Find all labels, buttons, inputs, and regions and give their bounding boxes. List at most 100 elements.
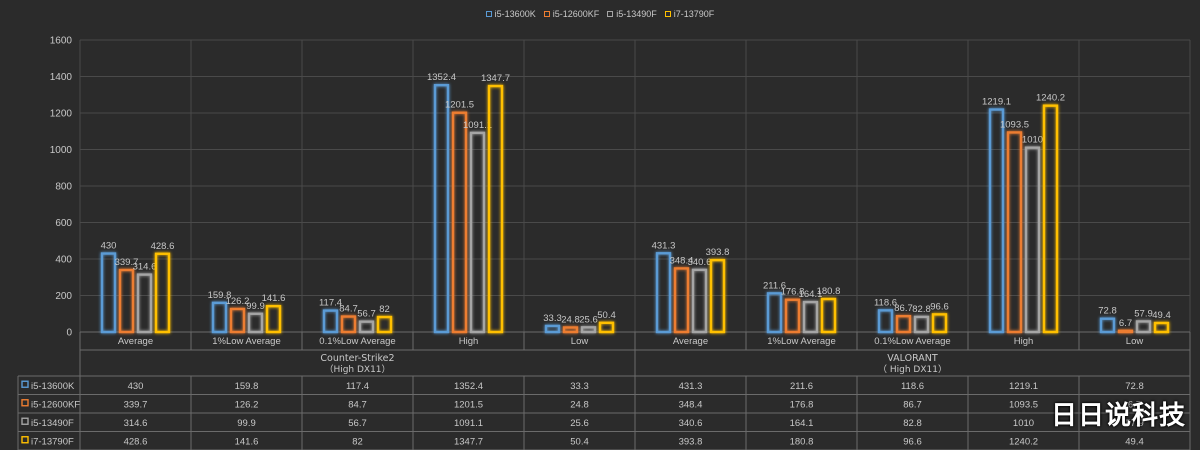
legend-label: i5-13600K <box>494 9 536 19</box>
data-label: 6.7 <box>1119 318 1132 329</box>
table-cell: 348.4 <box>679 399 703 410</box>
data-label: 141.6 <box>262 293 286 304</box>
legend-label: i7-13790F <box>673 9 715 19</box>
chart-legend: i5-13600K i5-12600KF i5-13490F i7-13790F <box>0 9 1200 19</box>
data-label: 82 <box>379 304 390 315</box>
legend-label: i5-13490F <box>616 9 657 19</box>
data-label: 1010 <box>1022 135 1043 146</box>
bar-i5-13600k <box>766 292 783 334</box>
bar-i7-13790f <box>1042 104 1059 334</box>
table-cell: 33.3 <box>570 381 589 392</box>
data-label: 72.8 <box>1098 306 1117 317</box>
bar-i7-13790f <box>820 297 837 334</box>
table-cell: 82.8 <box>903 418 922 429</box>
category-label: High <box>1014 336 1034 347</box>
data-label: 164.1 <box>799 289 823 300</box>
bar-i7-13790f <box>265 304 282 334</box>
data-label: 50.4 <box>597 310 616 321</box>
category-label: Average <box>673 336 708 347</box>
table-cell: 6.7 <box>1128 399 1141 410</box>
category-label: Average <box>118 336 153 347</box>
bar-i5-13490f <box>136 273 153 334</box>
table-cell: 159.8 <box>235 381 259 392</box>
data-label: 1219.1 <box>982 97 1011 108</box>
data-label: 1347.7 <box>481 73 510 84</box>
data-label: 1201.5 <box>445 100 474 111</box>
table-cell: 84.7 <box>348 399 367 410</box>
data-label: 431.3 <box>652 240 676 251</box>
data-label: 340.6 <box>688 257 712 268</box>
data-label: 96.6 <box>930 301 949 312</box>
bar-i5-12600kf <box>1006 131 1023 334</box>
bar-i7-13790f <box>598 321 615 334</box>
table-cell: 428.6 <box>124 436 148 447</box>
table-cell: 1347.7 <box>454 436 483 447</box>
category-label: 0.1%Low Average <box>319 336 395 347</box>
bar-i5-13600k <box>1099 317 1116 334</box>
data-label: 211.6 <box>763 280 786 291</box>
table-cell: 430 <box>128 381 144 392</box>
watermark-text: 日日说科技 <box>1050 401 1186 431</box>
data-label: 180.8 <box>817 286 841 297</box>
data-label: 176.8 <box>781 287 805 298</box>
data-label: 86.7 <box>894 303 913 314</box>
y-tick-label: 800 <box>55 182 72 193</box>
data-label: 24.8 <box>561 314 580 325</box>
bar-i7-13790f <box>709 258 726 334</box>
y-tick-label: 1000 <box>50 145 73 156</box>
data-label: 57.9 <box>1134 308 1153 319</box>
table-cell: 86.7 <box>903 399 922 410</box>
data-label: 49.4 <box>1152 310 1171 321</box>
bar-i5-13600k <box>655 252 672 334</box>
table-cell: 117.4 <box>346 381 369 392</box>
y-tick-label: 400 <box>55 255 72 266</box>
data-label: 25.6 <box>579 314 598 325</box>
legend-swatch <box>543 11 550 17</box>
bar-i5-12600kf <box>562 326 579 334</box>
table-cell: 176.8 <box>790 399 814 410</box>
y-tick-label: 0 <box>66 328 72 339</box>
table-cell: 99.9 <box>237 418 256 429</box>
table-legend-swatch <box>21 417 29 425</box>
data-label: 99.9 <box>246 301 265 312</box>
y-tick-label: 1200 <box>50 109 73 120</box>
bar-i5-13600k <box>433 83 450 334</box>
table-cell: 314.6 <box>124 418 148 429</box>
table-cell: 25.6 <box>570 418 589 429</box>
legend-item-i5-13600k: i5-13600K <box>485 9 536 19</box>
data-label: 118.6 <box>874 297 897 308</box>
table-cell: 49.4 <box>1125 436 1144 447</box>
table-cell: 57.9 <box>1125 418 1144 429</box>
table-series-name: i7-13790F <box>31 436 74 447</box>
category-label: 1%Low Average <box>212 336 281 347</box>
group-label: VALORANT <box>887 353 938 364</box>
bar-i5-13490f <box>358 320 375 334</box>
data-label: 1093.5 <box>1000 119 1029 130</box>
table-cell: 96.6 <box>903 436 922 447</box>
table-cell: 126.2 <box>235 399 259 410</box>
table-cell: 1240.2 <box>1009 436 1038 447</box>
group-sublabel: （ High DX11） <box>878 364 947 375</box>
bar-i5-12600kf <box>340 315 357 334</box>
data-label: 393.8 <box>706 247 730 258</box>
bar-i5-13600k <box>988 108 1005 334</box>
data-label: 82.8 <box>912 304 931 315</box>
bar-i7-13790f <box>931 313 948 334</box>
y-tick-label: 1600 <box>50 36 73 47</box>
category-label: Low <box>1126 336 1144 347</box>
legend-item-i7-13790f: i7-13790F <box>664 9 715 19</box>
bar-i7-13790f <box>1153 321 1170 334</box>
bar-i5-13490f <box>1024 146 1041 334</box>
data-label: 159.8 <box>208 290 232 301</box>
y-tick-label: 600 <box>55 218 72 229</box>
y-tick-label: 1400 <box>50 72 73 83</box>
table-cell: 1093.5 <box>1009 399 1038 410</box>
table-cell: 1091.1 <box>454 418 483 429</box>
group-sublabel: （High DX11） <box>324 364 390 375</box>
y-tick-label: 200 <box>55 291 72 302</box>
table-legend-swatch <box>21 399 29 407</box>
bar-i5-12600kf <box>1117 329 1134 334</box>
data-label: 1240.2 <box>1036 93 1065 104</box>
category-label: 1%Low Average <box>767 336 836 347</box>
